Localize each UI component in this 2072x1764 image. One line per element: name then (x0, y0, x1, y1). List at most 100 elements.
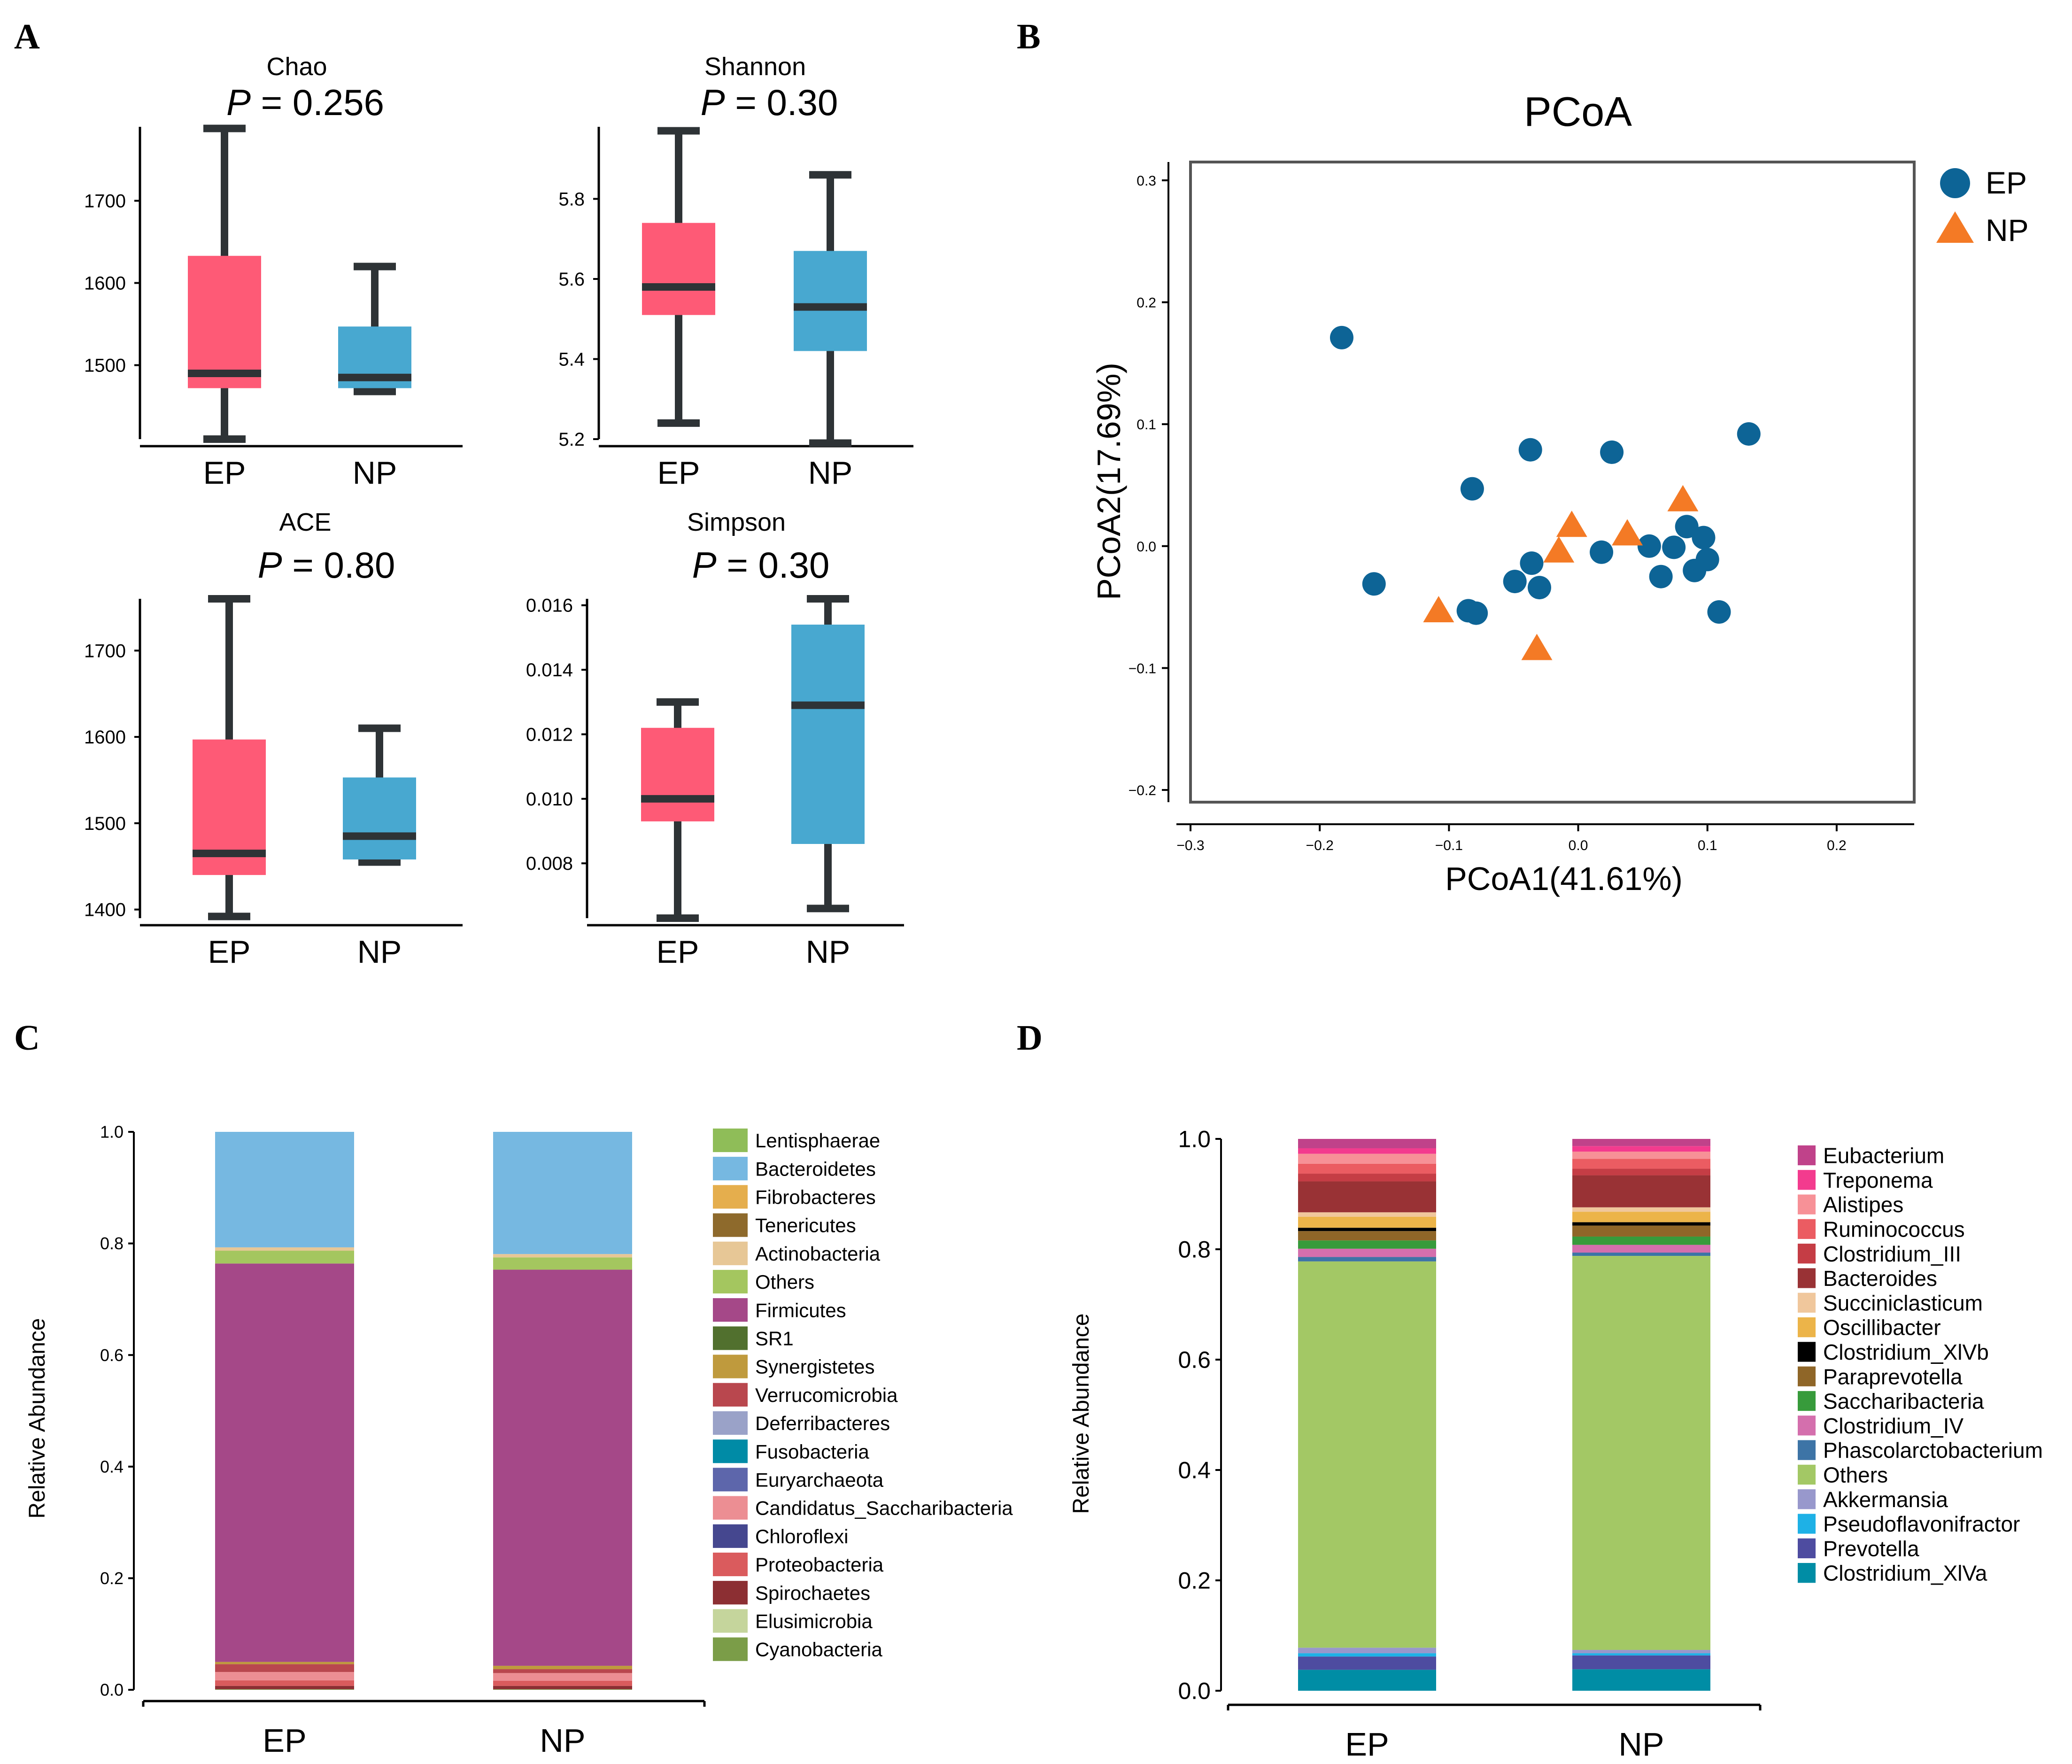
y-tick-label: −0.2 (1129, 783, 1156, 798)
bar-segment-eubacterium (1298, 1139, 1436, 1148)
bar-segment-spirochaetes (493, 1686, 632, 1689)
ep-point (1695, 548, 1719, 572)
legend-swatch (1798, 1416, 1816, 1436)
bar-segment-alistipes (1572, 1152, 1710, 1159)
bar-segment-others (1572, 1256, 1710, 1650)
legend-swatch (1798, 1464, 1816, 1485)
legend-swatch (1798, 1170, 1816, 1190)
legend-swatch (713, 1609, 748, 1633)
bar-segment-proteobacteria (215, 1680, 354, 1686)
bar-segment-clostridium-iv (1298, 1248, 1436, 1257)
legend-label: Tenericutes (755, 1215, 856, 1237)
bar-segment-oscillibacter (1572, 1212, 1710, 1222)
legend-marker-ep (1940, 168, 1970, 198)
legend-label: Firmicutes (755, 1299, 846, 1321)
category-label-ep: EP (203, 455, 246, 491)
np-point (1667, 485, 1699, 511)
boxplot-panel-ace: ACE P = 0.80 1400 1500 1600 1700 EP NP (84, 508, 463, 970)
legend-label: Candidatus_Saccharibacteria (755, 1497, 1013, 1519)
p-value-label: P = 0.30 (701, 82, 838, 123)
box-ep (641, 698, 714, 922)
y-tick-label: 0.4 (1178, 1457, 1211, 1484)
stacked-bar-np (493, 1132, 632, 1690)
ep-point (1590, 540, 1614, 564)
y-tick-label: 0.008 (526, 853, 573, 874)
legend-label: Treponema (1823, 1168, 1933, 1192)
category-label-np: NP (1618, 1726, 1664, 1763)
x-tick-label: −0.1 (1435, 838, 1463, 853)
legend-swatch (713, 1213, 748, 1237)
p-value: = 0.30 (717, 544, 830, 586)
legend-swatch (1798, 1391, 1816, 1411)
legend-label: Oscillibacter (1823, 1315, 1941, 1340)
bar-segment-clostridium-xlvb (1572, 1222, 1710, 1226)
y-tick-label: 5.4 (558, 349, 585, 370)
bar-segment-clostridium-xlva (1298, 1670, 1436, 1691)
stacked-bar-ep (1298, 1139, 1436, 1691)
y-tick-label: 0.2 (1137, 295, 1156, 311)
bar-segment-clostridium-iii (1572, 1168, 1710, 1176)
p-value: = 0.256 (251, 82, 384, 123)
p-symbol: P (226, 82, 251, 123)
legend-label: Clostridium_III (1823, 1242, 1961, 1266)
bar-segment-candidatus-saccharibacteria (493, 1673, 632, 1681)
legend-swatch (1798, 1194, 1816, 1215)
category-label-ep: EP (657, 934, 699, 970)
bar-segment-clostridium-xlva (1572, 1669, 1710, 1691)
y-tick-label: 1700 (84, 641, 126, 661)
y-axis-label: Relative Abundance (25, 1318, 50, 1519)
legend-label: Phascolarctobacterium (1823, 1438, 2043, 1462)
legend-label: Alistipes (1823, 1192, 1903, 1217)
legend-label: Verrucomicrobia (755, 1384, 898, 1406)
bar-segment-akkermansia (1572, 1650, 1710, 1654)
legend-label: Fibrobacteres (755, 1186, 876, 1208)
box-iqr (791, 624, 865, 844)
legend-label: Bacteroides (1823, 1266, 1937, 1291)
bar-segment-spirochaetes (215, 1686, 354, 1689)
box-ep (642, 127, 715, 427)
legend-label: Actinobacteria (755, 1243, 881, 1265)
y-tick-label: 0.016 (526, 596, 573, 616)
legend-swatch (713, 1411, 748, 1435)
bar-segment-akkermansia (1298, 1648, 1436, 1654)
ep-point (1527, 576, 1551, 600)
legend-label: SR1 (755, 1328, 794, 1350)
bar-segment-ruminococcus (1298, 1163, 1436, 1174)
legend-label: Prevotella (1823, 1536, 1919, 1561)
p-symbol: P (692, 544, 717, 586)
y-tick-label: 0.2 (1178, 1568, 1211, 1594)
box-ep (193, 595, 266, 921)
bar-segment-proteobacteria (493, 1680, 632, 1686)
y-tick-label: 1500 (84, 356, 126, 376)
bar-segment-actinobacteria (493, 1254, 632, 1258)
ep-point (1600, 440, 1624, 464)
legend-swatch (713, 1241, 748, 1265)
y-tick-label: 0.6 (1178, 1347, 1211, 1373)
bar-segment-eubacterium (1572, 1139, 1710, 1146)
legend-swatch (1798, 1489, 1816, 1509)
legend-label-ep: EP (1986, 165, 2027, 200)
x-tick-label: −0.3 (1176, 838, 1204, 853)
category-label-np: NP (806, 934, 850, 970)
legend-label: Spirochaetes (755, 1582, 870, 1604)
bar-segment-paraprevotella (1298, 1231, 1436, 1241)
box-iqr (794, 251, 867, 351)
y-tick-label: 0.6 (100, 1346, 124, 1365)
category-label-np: NP (357, 934, 402, 970)
box-iqr (188, 255, 261, 388)
bar-segment-saccharibacteria (1572, 1236, 1710, 1245)
box-np (794, 171, 867, 447)
phylum-stacked-bar-chart: 0.0 0.2 0.4 0.6 0.8 1.0 Relative Abundance EP NP… (25, 1122, 1013, 1759)
legend-swatch (713, 1439, 748, 1463)
legend-swatch (1798, 1514, 1816, 1534)
y-axis-label: Relative Abundance (1069, 1314, 1094, 1514)
ep-point (1692, 526, 1716, 549)
bar-segment-phascolarctobacterium (1298, 1257, 1436, 1261)
bar-segment-pseudoflavonifractor (1572, 1653, 1710, 1656)
legend-swatch (713, 1354, 748, 1378)
box-np (338, 263, 411, 395)
y-tick-label: 1600 (84, 727, 126, 748)
bar-segment-others (215, 1251, 354, 1264)
